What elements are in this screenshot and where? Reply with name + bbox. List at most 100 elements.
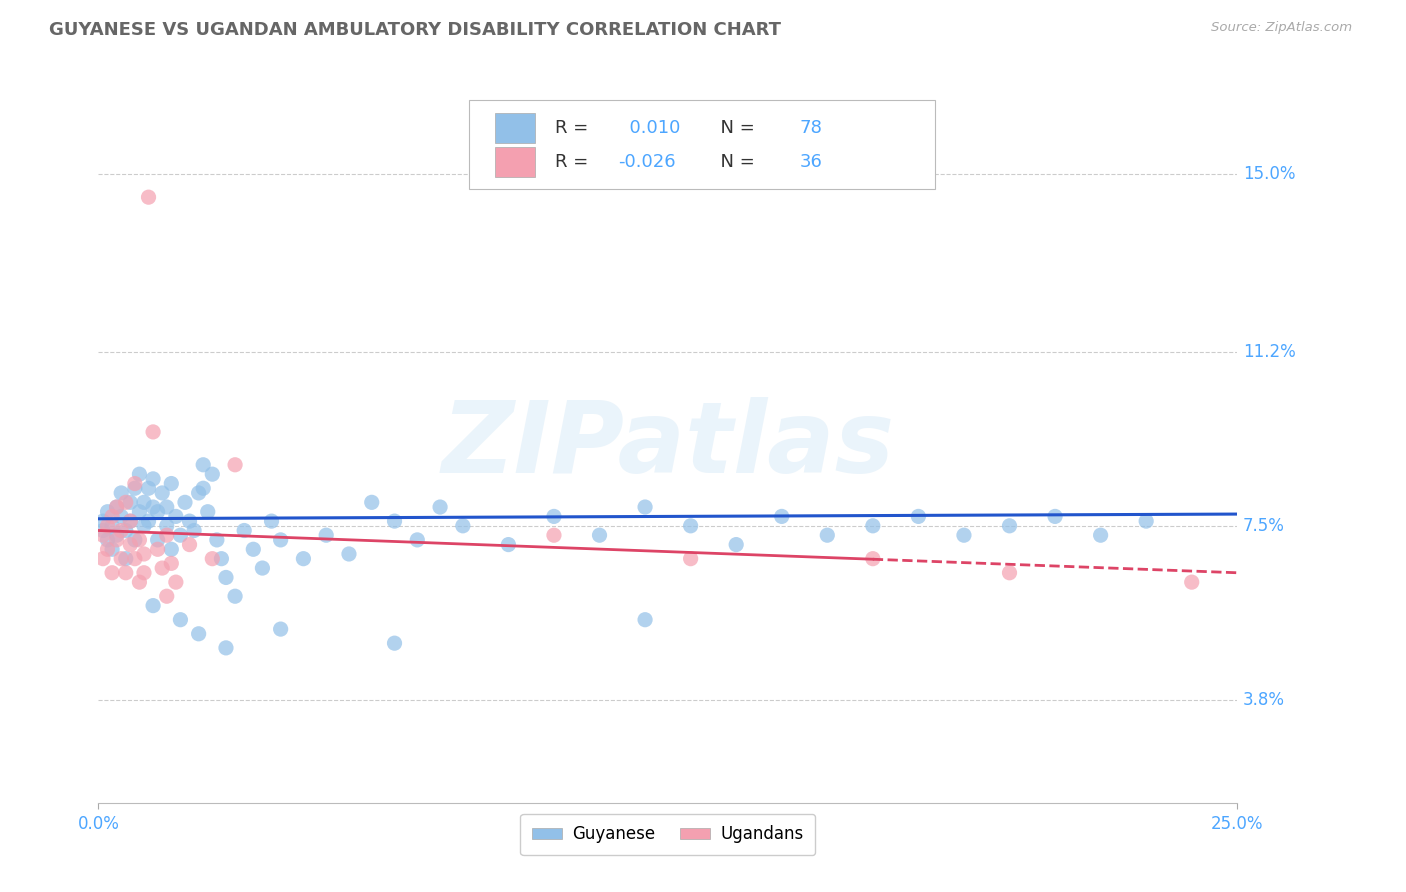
Point (242, 542, 264, 557)
Text: N =: N = (709, 119, 761, 136)
Point (96, 542, 118, 557)
Point (209, 551, 232, 566)
FancyBboxPatch shape (495, 112, 534, 143)
Point (150, 561, 173, 575)
Point (128, 533, 150, 547)
Point (174, 495, 197, 509)
Point (128, 467, 150, 482)
Point (252, 561, 274, 575)
Point (160, 542, 183, 557)
Point (101, 542, 124, 557)
Text: 3.8%: 3.8% (1243, 690, 1285, 708)
Point (165, 509, 187, 524)
Point (105, 500, 128, 514)
Point (120, 538, 142, 552)
Point (292, 551, 315, 566)
Point (142, 599, 165, 613)
Point (142, 472, 165, 486)
Point (156, 500, 179, 514)
Point (101, 518, 124, 533)
Point (96, 518, 118, 533)
Point (132, 566, 155, 580)
Point (160, 476, 183, 491)
Point (498, 538, 520, 552)
Point (429, 500, 451, 514)
Point (187, 486, 209, 500)
Point (91, 524, 114, 538)
Point (193, 481, 215, 495)
Point (201, 467, 224, 482)
Point (110, 509, 132, 524)
Point (907, 509, 929, 524)
Point (138, 514, 160, 528)
Point (998, 566, 1021, 580)
Point (406, 533, 429, 547)
Point (91, 528, 114, 542)
Point (270, 622, 292, 636)
Point (124, 551, 146, 566)
Point (679, 551, 702, 566)
Point (998, 518, 1021, 533)
Point (138, 190, 160, 204)
Text: 78: 78 (800, 119, 823, 136)
Point (193, 458, 215, 472)
Point (862, 551, 884, 566)
Point (187, 627, 209, 641)
Point (114, 495, 136, 509)
Point (201, 551, 224, 566)
Point (146, 542, 169, 557)
Point (183, 524, 205, 538)
Point (815, 528, 838, 542)
Point (132, 495, 155, 509)
FancyBboxPatch shape (468, 100, 935, 189)
Point (105, 500, 128, 514)
Point (156, 528, 179, 542)
Text: GUYANESE VS UGANDAN AMBULATORY DISABILITY CORRELATION CHART: GUYANESE VS UGANDAN AMBULATORY DISABILIT… (49, 21, 782, 39)
Point (634, 613, 657, 627)
Text: R =: R = (555, 119, 595, 136)
Point (114, 566, 136, 580)
Point (105, 528, 128, 542)
Point (233, 524, 256, 538)
Point (1135, 514, 1157, 528)
Point (124, 481, 146, 495)
Point (224, 458, 246, 472)
Point (770, 509, 793, 524)
Point (953, 528, 976, 542)
Point (138, 481, 160, 495)
Point (146, 505, 169, 519)
Point (91, 551, 114, 566)
Point (205, 533, 228, 547)
Point (91, 514, 114, 528)
Point (120, 514, 142, 528)
Point (862, 518, 884, 533)
Point (110, 551, 132, 566)
Point (315, 528, 337, 542)
Point (179, 514, 201, 528)
Point (124, 476, 146, 491)
Point (110, 486, 132, 500)
Point (96, 505, 118, 519)
Text: 0.010: 0.010 (617, 119, 681, 136)
Point (679, 518, 702, 533)
Point (160, 557, 183, 571)
Text: Source: ZipAtlas.com: Source: ZipAtlas.com (1212, 21, 1353, 35)
Point (101, 566, 124, 580)
Point (360, 495, 382, 509)
Text: -0.026: -0.026 (617, 153, 675, 171)
Point (132, 518, 155, 533)
Point (215, 640, 238, 655)
Point (1181, 575, 1204, 590)
Point (142, 500, 165, 514)
Point (270, 533, 292, 547)
Point (96, 533, 118, 547)
Point (1090, 528, 1112, 542)
Point (146, 533, 169, 547)
Point (179, 538, 201, 552)
Point (451, 518, 474, 533)
Text: R =: R = (555, 153, 595, 171)
Text: 7.5%: 7.5% (1243, 516, 1285, 535)
Point (543, 509, 565, 524)
Point (128, 575, 150, 590)
Text: 36: 36 (800, 153, 823, 171)
